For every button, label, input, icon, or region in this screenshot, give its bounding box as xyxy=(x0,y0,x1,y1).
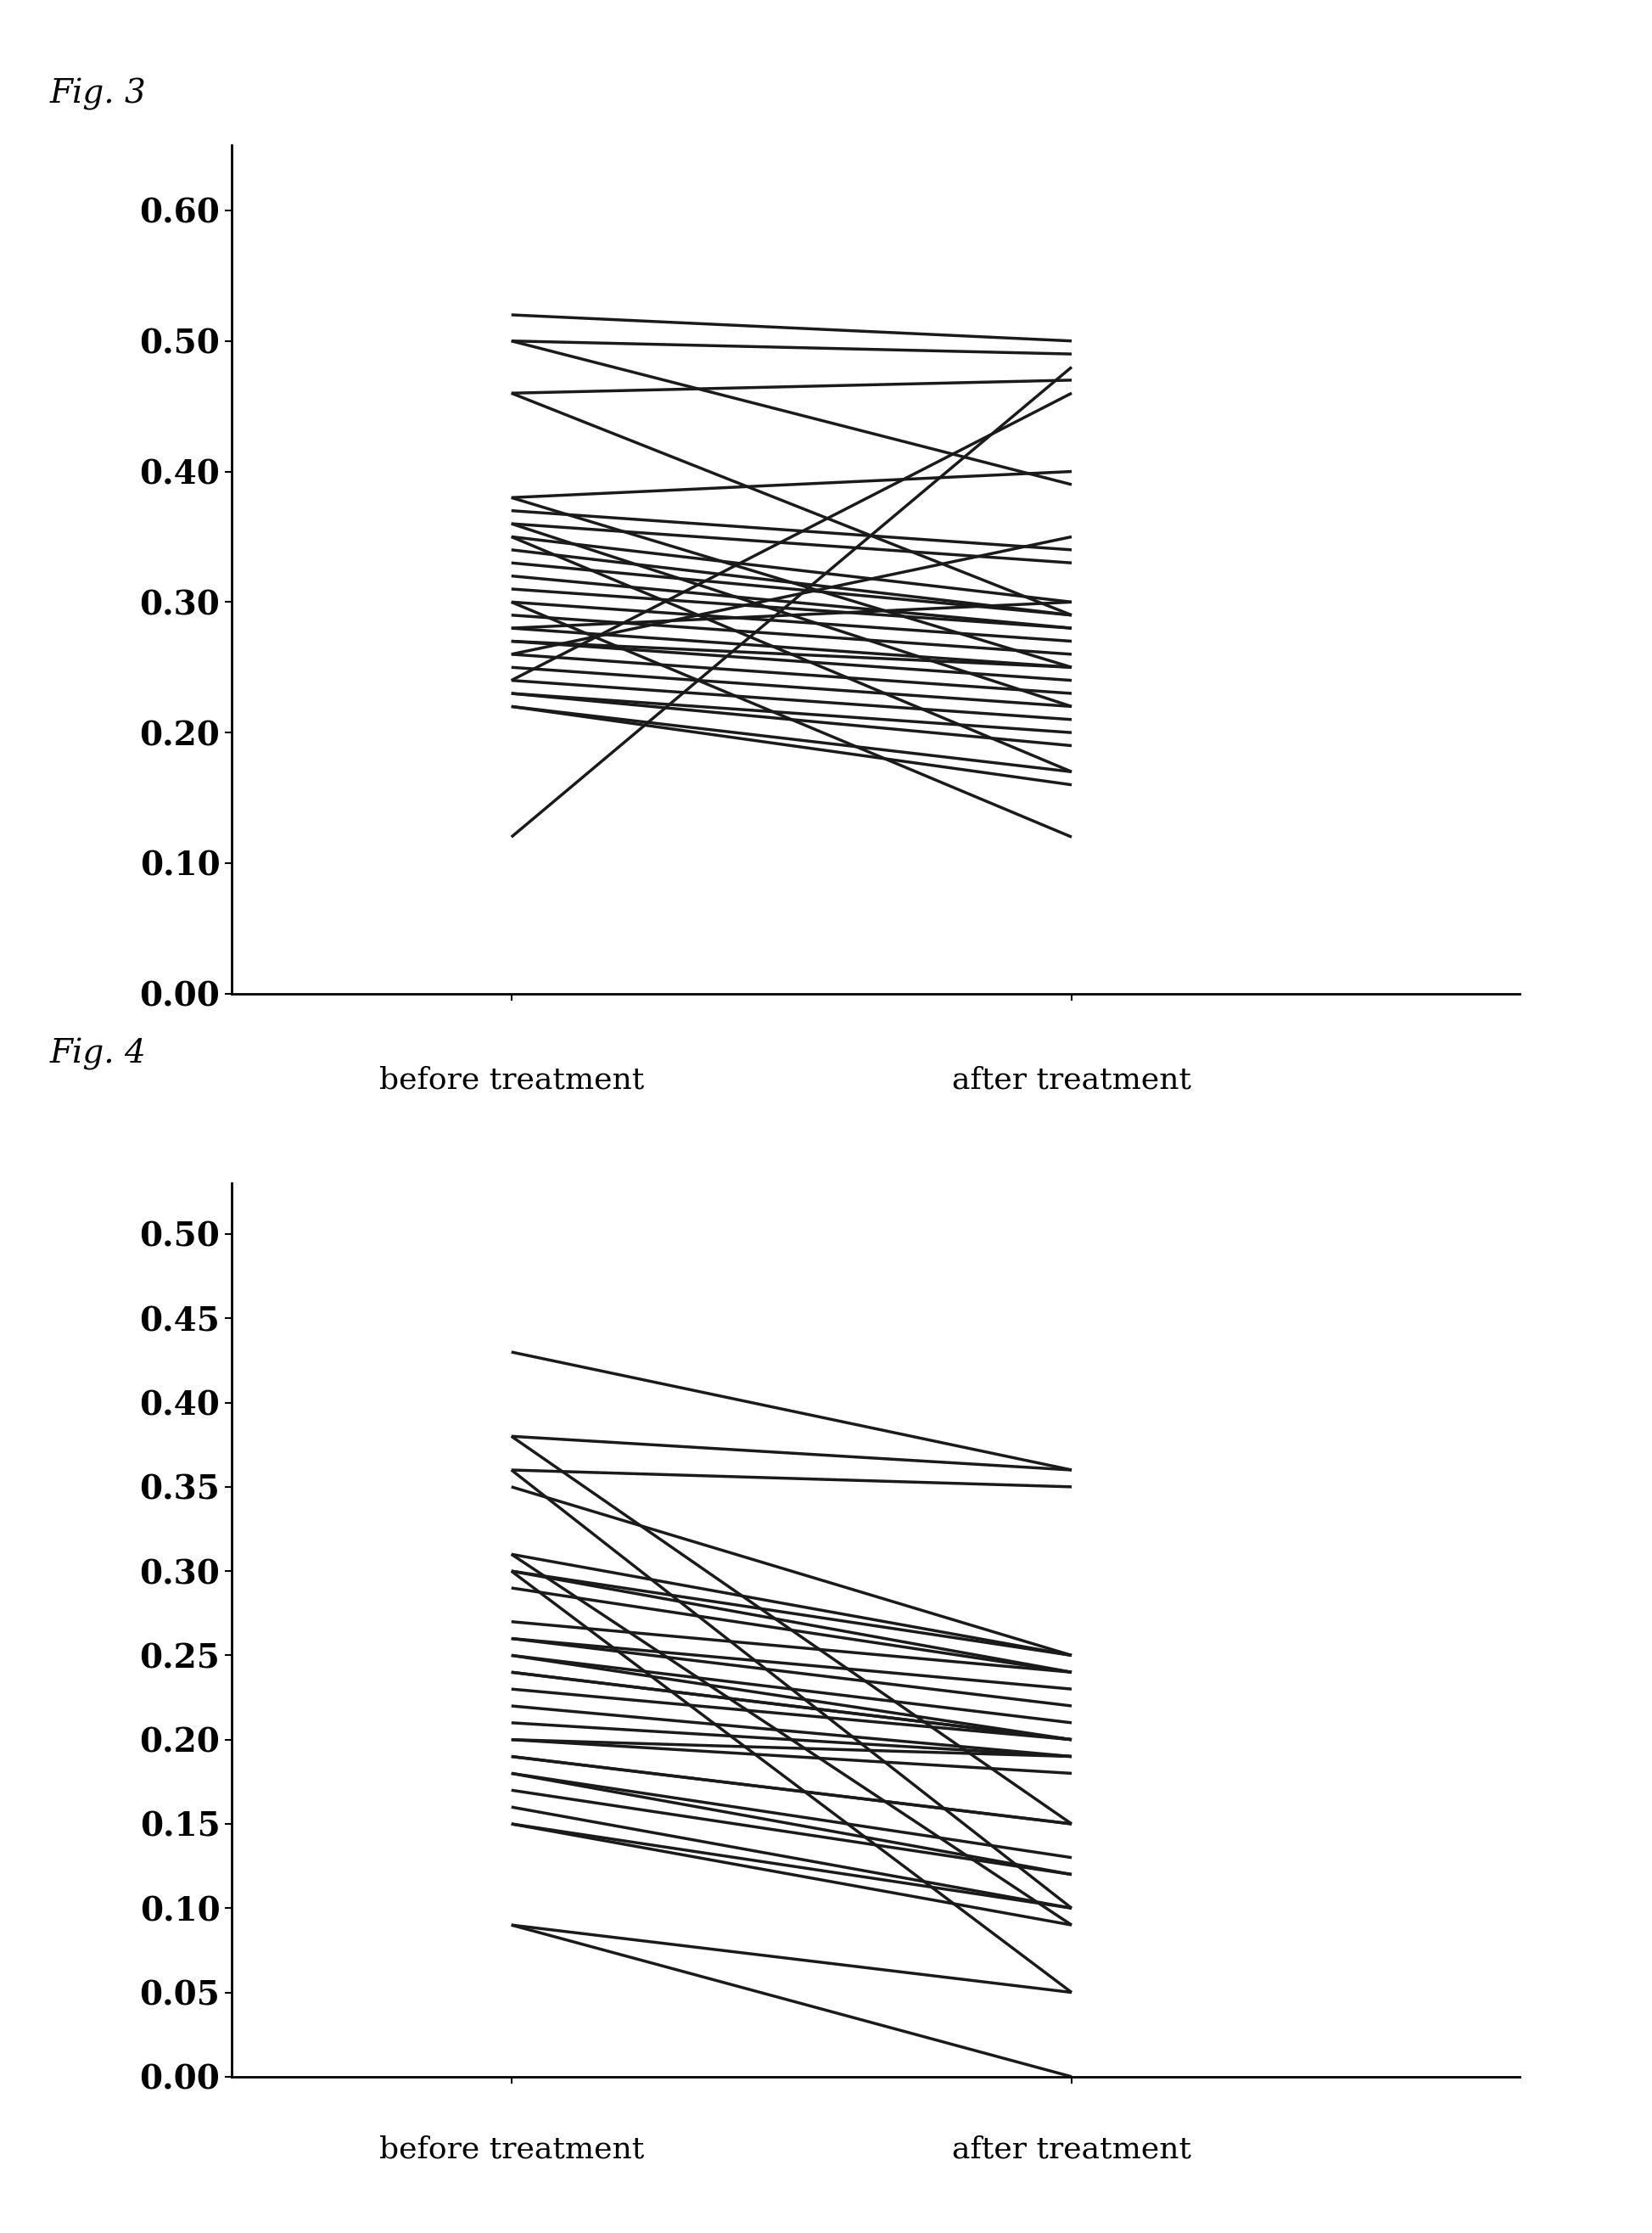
Text: before treatment: before treatment xyxy=(378,1065,644,1094)
Text: before treatment: before treatment xyxy=(378,2135,644,2164)
Text: Fig. 4: Fig. 4 xyxy=(50,1038,145,1070)
Text: after treatment: after treatment xyxy=(952,1065,1191,1094)
Text: Fig. 3: Fig. 3 xyxy=(50,78,145,109)
Text: after treatment: after treatment xyxy=(952,2135,1191,2164)
